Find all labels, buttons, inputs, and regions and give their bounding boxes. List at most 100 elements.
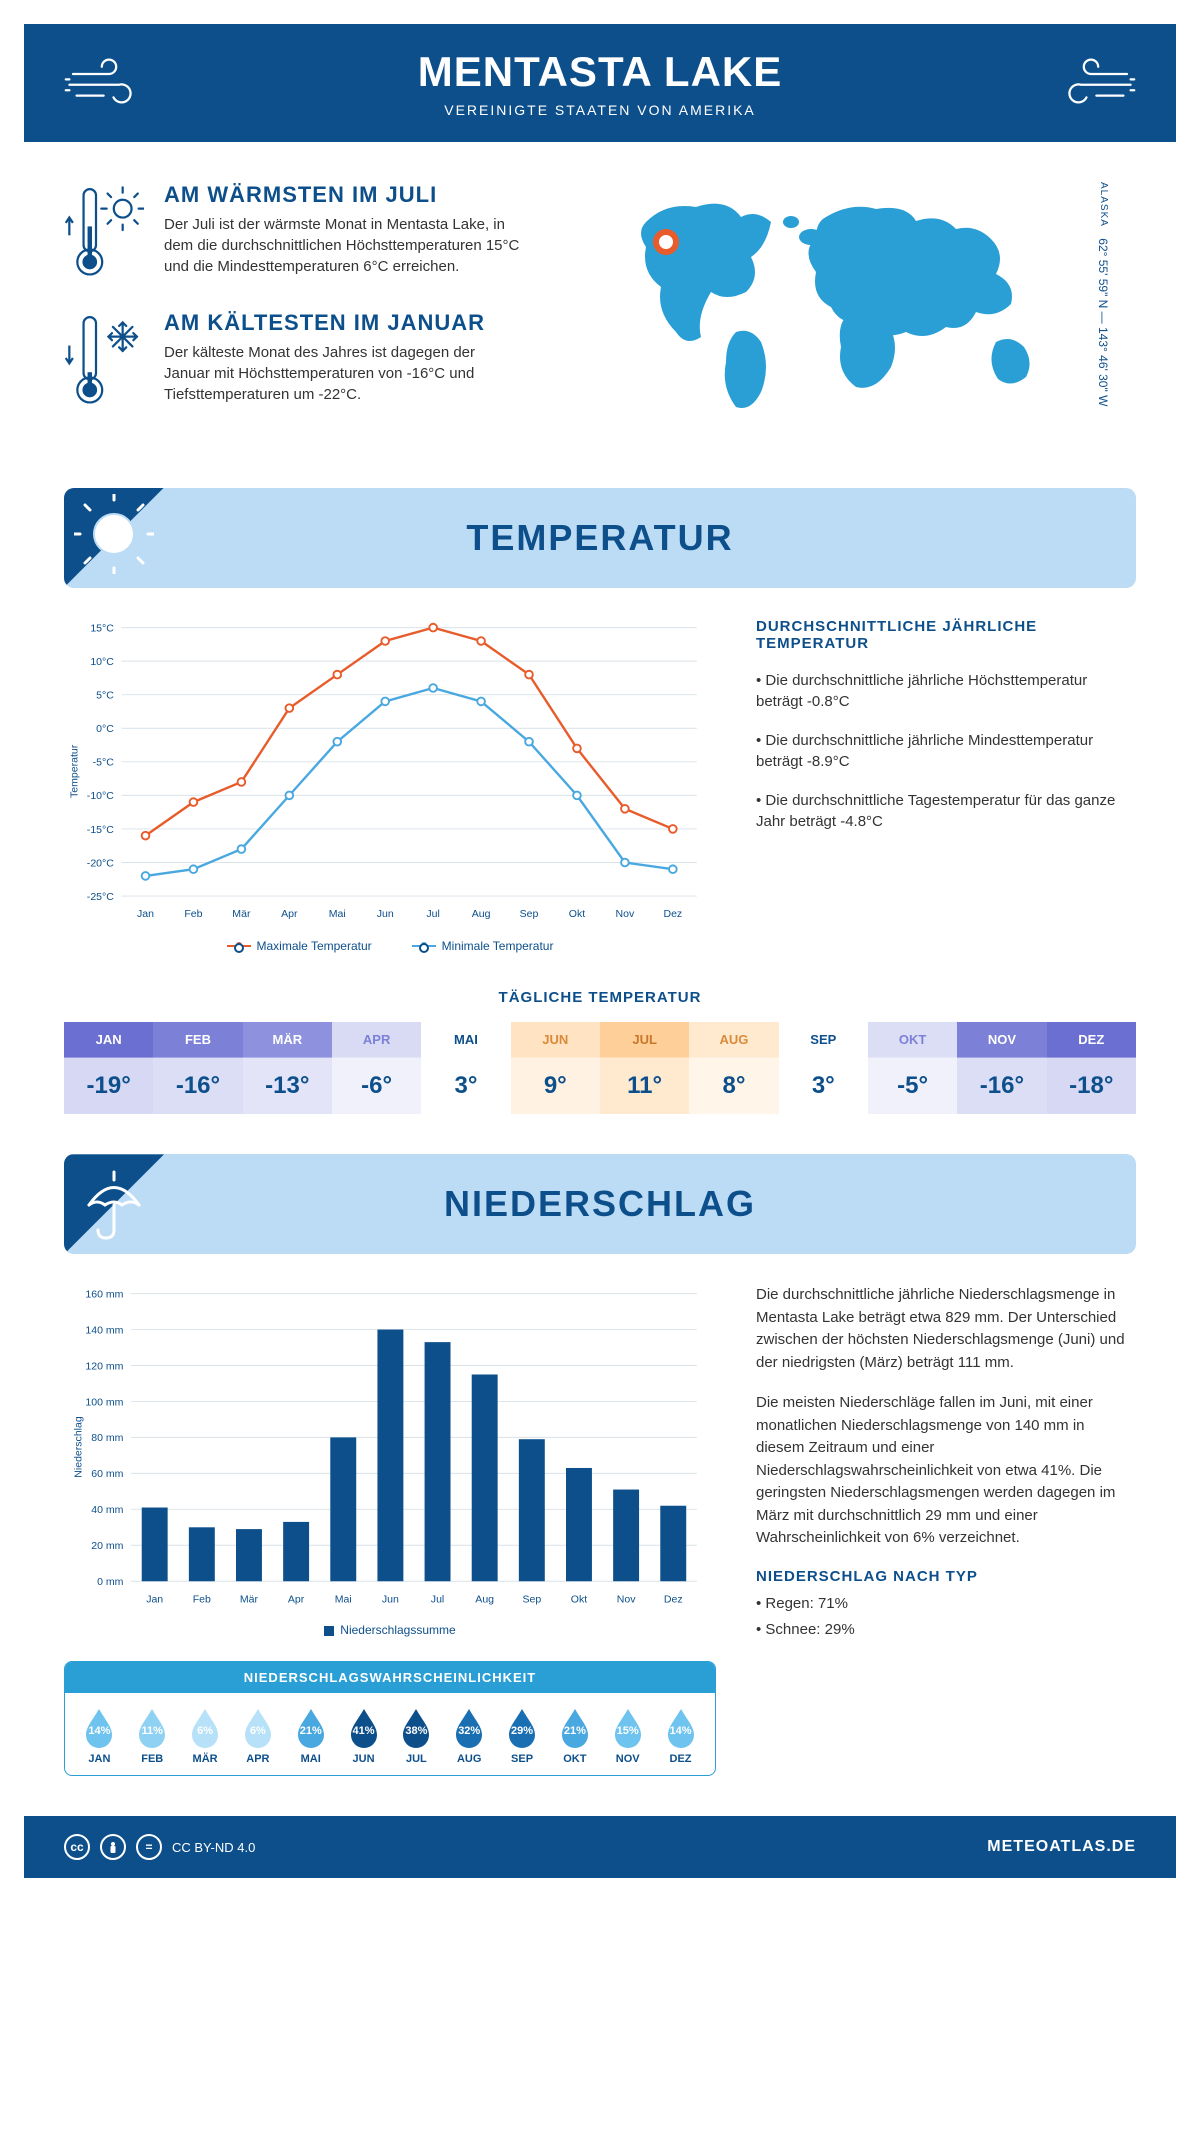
svg-text:Dez: Dez [663, 908, 682, 920]
page-subtitle: VEREINIGTE STAATEN VON AMERIKA [154, 102, 1046, 118]
daily-temp-cell: FEB-16° [153, 1022, 242, 1114]
svg-text:Sep: Sep [520, 908, 539, 920]
prob-cell: 41%JUN [337, 1707, 390, 1765]
svg-text:-15°C: -15°C [87, 823, 114, 835]
prob-cell: 14%DEZ [654, 1707, 707, 1765]
warmest-text: Der Juli ist der wärmste Monat in Mentas… [164, 214, 524, 277]
coordinates: ALASKA 62° 55' 59" N — 143° 46' 30" W [1086, 182, 1110, 406]
svg-text:Jan: Jan [146, 1594, 163, 1606]
svg-text:Aug: Aug [472, 908, 491, 920]
daily-temp-cell: JAN-19° [64, 1022, 153, 1114]
svg-text:Mai: Mai [329, 908, 346, 920]
svg-text:0°C: 0°C [96, 723, 114, 735]
prob-cell: 29%SEP [496, 1707, 549, 1765]
prob-cell: 21%OKT [548, 1707, 601, 1765]
thermometer-sun-icon [64, 182, 144, 280]
temp-bullet-0: • Die durchschnittliche jährliche Höchst… [756, 670, 1136, 712]
svg-text:Apr: Apr [288, 1594, 305, 1606]
svg-text:60 mm: 60 mm [91, 1469, 123, 1481]
svg-text:Niederschlag: Niederschlag [72, 1416, 84, 1478]
svg-text:Feb: Feb [193, 1594, 211, 1606]
prob-cell: 14%JAN [73, 1707, 126, 1765]
svg-text:Jul: Jul [426, 908, 439, 920]
umbrella-icon [74, 1160, 154, 1240]
prob-cell: 38%JUL [390, 1707, 443, 1765]
cc-icon: cc [64, 1834, 90, 1860]
world-map-icon [616, 182, 1086, 422]
svg-text:10°C: 10°C [90, 656, 114, 668]
nd-icon: = [136, 1834, 162, 1860]
prob-cell: 6%MÄR [179, 1707, 232, 1765]
daily-temp-cell: JUL11° [600, 1022, 689, 1114]
svg-text:-20°C: -20°C [87, 857, 114, 869]
svg-text:Jun: Jun [382, 1594, 399, 1606]
svg-text:Temperatur: Temperatur [68, 744, 80, 798]
daily-temp-cell: DEZ-18° [1047, 1022, 1136, 1114]
svg-text:40 mm: 40 mm [91, 1505, 123, 1517]
location-marker-icon [656, 232, 676, 252]
temp-bullet-1: • Die durchschnittliche jährliche Mindes… [756, 730, 1136, 772]
svg-text:Apr: Apr [281, 908, 298, 920]
svg-text:Mai: Mai [335, 1594, 352, 1606]
temp-banner-title: TEMPERATUR [466, 517, 733, 559]
temp-chart-legend: Maximale Temperatur Minimale Temperatur [64, 939, 716, 953]
coldest-text: Der kälteste Monat des Jahres ist dagege… [164, 342, 524, 405]
svg-text:0 mm: 0 mm [97, 1576, 124, 1588]
header-bar: MENTASTA LAKE VEREINIGTE STAATEN VON AME… [24, 24, 1176, 142]
svg-text:Okt: Okt [571, 1594, 587, 1606]
by-icon [100, 1834, 126, 1860]
page-title: MENTASTA LAKE [154, 48, 1046, 96]
site-name: METEOATLAS.DE [987, 1838, 1136, 1856]
daily-temp-cell: SEP3° [779, 1022, 868, 1114]
daily-temp-cell: OKT-5° [868, 1022, 957, 1114]
svg-text:Dez: Dez [664, 1594, 683, 1606]
prob-cell: 32%AUG [443, 1707, 496, 1765]
coldest-block: AM KÄLTESTEN IM JANUAR Der kälteste Mona… [64, 310, 586, 408]
svg-text:-5°C: -5°C [93, 756, 115, 768]
wind-icon-right [1046, 53, 1136, 113]
precip-chart-legend: Niederschlagssumme [64, 1623, 716, 1637]
svg-text:Jul: Jul [431, 1594, 444, 1606]
daily-temp-cell: JUN9° [511, 1022, 600, 1114]
svg-text:Nov: Nov [617, 1594, 636, 1606]
svg-text:Feb: Feb [184, 908, 202, 920]
svg-text:Mär: Mär [232, 908, 251, 920]
daily-temp-cell: APR-6° [332, 1022, 421, 1114]
warmest-block: AM WÄRMSTEN IM JULI Der Juli ist der wär… [64, 182, 586, 280]
coords-text: 62° 55' 59" N — 143° 46' 30" W [1096, 238, 1110, 406]
prob-cell: 15%NOV [601, 1707, 654, 1765]
svg-text:Jun: Jun [377, 908, 394, 920]
daily-temp-cell: NOV-16° [957, 1022, 1046, 1114]
region-label: ALASKA [1098, 182, 1109, 227]
svg-text:140 mm: 140 mm [85, 1325, 123, 1337]
svg-text:15°C: 15°C [90, 622, 114, 634]
sun-icon [74, 494, 154, 574]
legend-item: Minimale Temperatur [412, 939, 554, 953]
daily-temp-cell: MAI3° [421, 1022, 510, 1114]
legend-item: Maximale Temperatur [227, 939, 372, 953]
precip-banner: NIEDERSCHLAG [64, 1154, 1136, 1254]
svg-text:Jan: Jan [137, 908, 154, 920]
temp-bullet-2: • Die durchschnittliche Tagestemperatur … [756, 790, 1136, 832]
svg-text:100 mm: 100 mm [85, 1397, 123, 1409]
wind-icon-left [64, 53, 154, 113]
thermometer-snow-icon [64, 310, 144, 408]
precip-probability-box: NIEDERSCHLAGSWAHRSCHEINLICHKEIT 14%JAN11… [64, 1661, 716, 1776]
precip-type-1: • Schnee: 29% [756, 1619, 1136, 1642]
svg-text:120 mm: 120 mm [85, 1361, 123, 1373]
svg-text:Mär: Mär [240, 1594, 259, 1606]
precip-banner-title: NIEDERSCHLAG [444, 1183, 756, 1225]
precip-type-title: NIEDERSCHLAG NACH TYP [756, 1568, 1136, 1585]
precipitation-bar-chart: 0 mm 20 mm 40 mm 60 mm 80 mm 100 mm 120 mm 140 … [64, 1284, 716, 1610]
svg-text:160 mm: 160 mm [85, 1289, 123, 1301]
coldest-title: AM KÄLTESTEN IM JANUAR [164, 310, 524, 336]
prob-cell: 21%MAI [284, 1707, 337, 1765]
precip-text-p2: Die meisten Niederschläge fallen im Juni… [756, 1392, 1136, 1550]
svg-text:80 mm: 80 mm [91, 1433, 123, 1445]
footer-bar: cc = CC BY-ND 4.0 METEOATLAS.DE [24, 1816, 1176, 1878]
daily-temp-cell: AUG8° [689, 1022, 778, 1114]
precip-legend-label: Niederschlagssumme [340, 1623, 455, 1637]
svg-text:5°C: 5°C [96, 689, 114, 701]
warmest-title: AM WÄRMSTEN IM JULI [164, 182, 524, 208]
svg-text:20 mm: 20 mm [91, 1540, 123, 1552]
